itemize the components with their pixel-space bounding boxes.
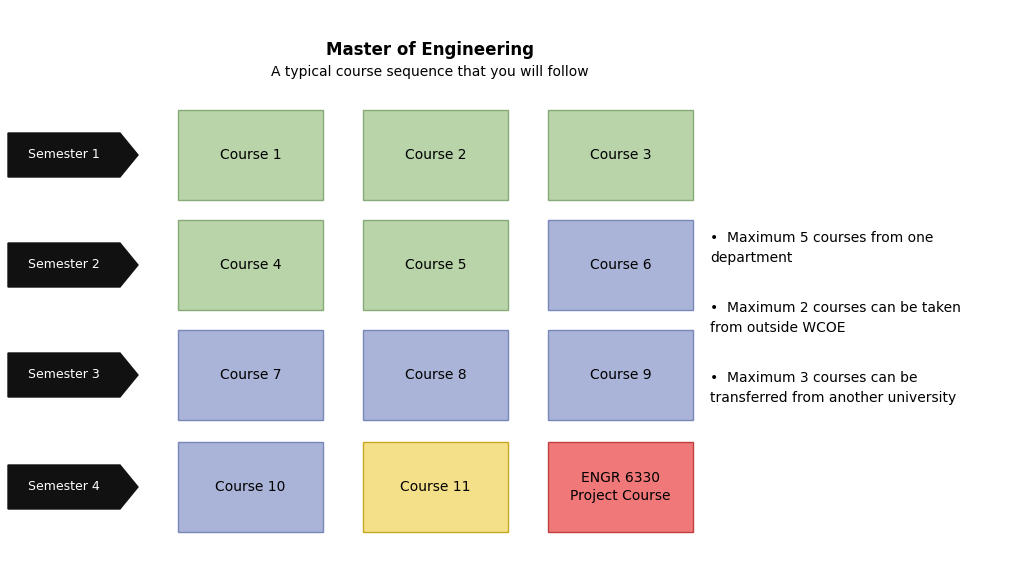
- Text: Semester 3: Semester 3: [28, 369, 100, 381]
- FancyBboxPatch shape: [548, 442, 693, 532]
- Text: Course 1: Course 1: [220, 148, 282, 162]
- Polygon shape: [8, 353, 138, 397]
- Text: Semester 4: Semester 4: [28, 480, 100, 494]
- Text: Course 7: Course 7: [220, 368, 282, 382]
- Polygon shape: [8, 133, 138, 177]
- FancyBboxPatch shape: [548, 330, 693, 420]
- FancyBboxPatch shape: [548, 110, 693, 200]
- FancyBboxPatch shape: [548, 220, 693, 310]
- Polygon shape: [8, 243, 138, 287]
- Text: Course 8: Course 8: [404, 368, 466, 382]
- Text: Course 10: Course 10: [215, 480, 286, 494]
- Text: Semester 1: Semester 1: [28, 149, 100, 161]
- Text: Semester 2: Semester 2: [28, 259, 100, 271]
- FancyBboxPatch shape: [362, 442, 508, 532]
- Text: Course 3: Course 3: [590, 148, 651, 162]
- Text: Master of Engineering: Master of Engineering: [326, 41, 535, 59]
- Text: •  Maximum 5 courses from one
department: • Maximum 5 courses from one department: [710, 231, 933, 266]
- Text: Course 2: Course 2: [404, 148, 466, 162]
- Text: Course 4: Course 4: [220, 258, 282, 272]
- Text: •  Maximum 3 courses can be
transferred from another university: • Maximum 3 courses can be transferred f…: [710, 371, 956, 406]
- Text: Course 9: Course 9: [590, 368, 651, 382]
- FancyBboxPatch shape: [362, 220, 508, 310]
- Text: Project Course: Project Course: [570, 489, 671, 503]
- FancyBboxPatch shape: [178, 110, 323, 200]
- FancyBboxPatch shape: [362, 330, 508, 420]
- Polygon shape: [8, 465, 138, 509]
- FancyBboxPatch shape: [178, 220, 323, 310]
- FancyBboxPatch shape: [178, 330, 323, 420]
- Text: Course 6: Course 6: [590, 258, 651, 272]
- FancyBboxPatch shape: [178, 442, 323, 532]
- Text: Course 11: Course 11: [400, 480, 471, 494]
- Text: A typical course sequence that you will follow: A typical course sequence that you will …: [271, 65, 589, 79]
- FancyBboxPatch shape: [362, 110, 508, 200]
- Text: Course 5: Course 5: [404, 258, 466, 272]
- Text: ENGR 6330: ENGR 6330: [581, 471, 660, 485]
- Text: •  Maximum 2 courses can be taken
from outside WCOE: • Maximum 2 courses can be taken from ou…: [710, 301, 961, 335]
